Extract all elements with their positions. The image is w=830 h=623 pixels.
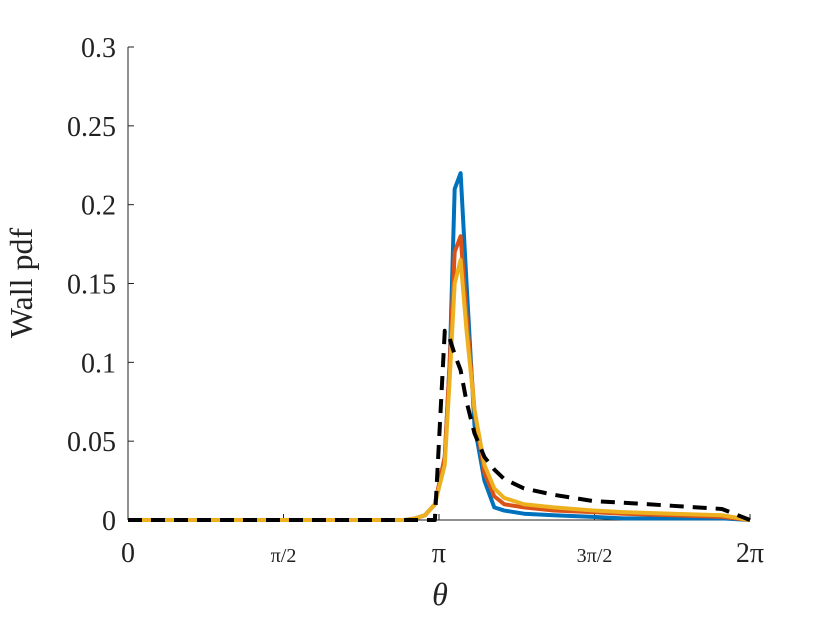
y-axis-label: Wall pdf — [3, 228, 39, 339]
x-tick-label: 0 — [121, 538, 135, 569]
data-line — [128, 328, 751, 522]
y-tick-label: 0.2 — [81, 191, 116, 222]
x-tick-label: π — [432, 538, 446, 569]
y-tick-label: 0.15 — [67, 270, 116, 301]
y-tick-label: 0 — [102, 506, 116, 537]
data-line — [128, 171, 751, 522]
x-tick-label: 3π/2 — [577, 545, 613, 567]
data-line — [128, 257, 751, 522]
y-tick-label: 0.05 — [67, 427, 116, 458]
x-tick-label: 2π — [736, 538, 764, 569]
x-axis-label: θ — [432, 576, 448, 612]
x-tick-label: π/2 — [271, 545, 297, 567]
y-tick-label: 0.1 — [81, 348, 116, 379]
y-tick-label: 0.25 — [67, 112, 116, 143]
y-tick-label: 0.3 — [81, 33, 116, 64]
